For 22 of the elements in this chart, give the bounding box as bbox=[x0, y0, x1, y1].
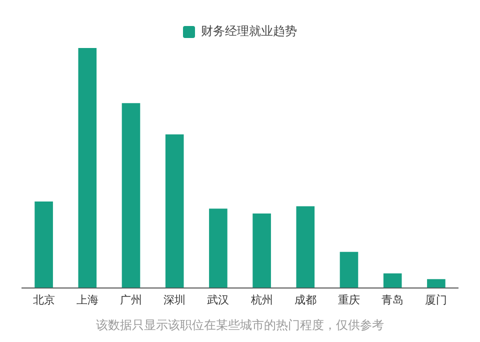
text: 该数据只显示该职位在某些城市的热门程度，仅供参考 bbox=[95, 317, 385, 334]
x-tick-label: 杭州 bbox=[250, 293, 273, 306]
x-tick-label: 上海 bbox=[76, 293, 98, 306]
x-tick-label: 青岛 bbox=[382, 293, 404, 306]
bar bbox=[427, 279, 446, 288]
x-tick-label: 北京 bbox=[32, 293, 55, 306]
bar bbox=[165, 134, 184, 288]
bar bbox=[209, 208, 228, 288]
bar bbox=[34, 201, 53, 288]
x-tick-label: 厦门 bbox=[425, 293, 448, 306]
legend-label: 财务经理就业趋势 bbox=[201, 24, 297, 38]
bar bbox=[78, 48, 97, 288]
bar bbox=[340, 252, 358, 288]
x-tick-label: 武汉 bbox=[207, 293, 230, 306]
x-tick-label: 广州 bbox=[120, 293, 142, 306]
bar bbox=[383, 273, 402, 288]
bar bbox=[122, 103, 140, 288]
bar bbox=[252, 213, 271, 288]
x-tick-label: 重庆 bbox=[338, 293, 360, 306]
bar bbox=[296, 206, 315, 288]
x-tick-label: 成都 bbox=[294, 293, 316, 306]
x-tick-label: 深圳 bbox=[164, 293, 186, 306]
